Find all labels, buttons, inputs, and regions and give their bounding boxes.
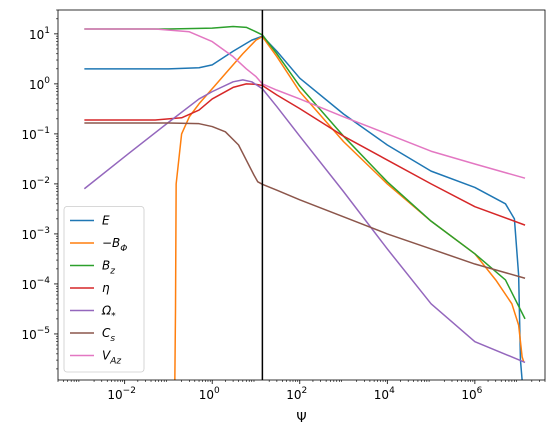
- legend-entry: Bz: [102, 259, 115, 277]
- x-axis-label: Ψ: [296, 411, 306, 426]
- series-line-4: [83, 79, 526, 364]
- series-layer: [83, 10, 526, 380]
- x-tick-label: 104: [374, 386, 395, 402]
- legend-entry: E: [102, 214, 110, 228]
- legend-box: [63, 206, 145, 373]
- series-line-1: [174, 35, 525, 380]
- series-line-2: [84, 25, 526, 320]
- y-tick-label: 10−5: [21, 326, 50, 342]
- y-tick-label: 10−4: [21, 276, 50, 292]
- y-tick-label: 10−3: [21, 226, 50, 242]
- x-tick-label: 106: [461, 386, 482, 402]
- legend-entry: Cs: [102, 326, 115, 344]
- x-tick-label: 102: [286, 386, 307, 402]
- x-tick-label: 10−2: [107, 386, 136, 402]
- series-line-3: [84, 83, 526, 226]
- series-line-0: [84, 35, 523, 380]
- legend-entry: η: [102, 281, 110, 295]
- y-tick-label: 101: [29, 26, 50, 42]
- y-tick-label: 10−1: [21, 126, 50, 142]
- legend-entry: VAz: [102, 349, 121, 367]
- axes-layer: 10−2 100 102 104 106 101 100 10−1 10−2 10−3 10−4 10…: [21, 9, 546, 402]
- series-line-5: [84, 122, 526, 279]
- legend-entry: −BΦ: [102, 236, 127, 254]
- y-tick-label: 10−2: [21, 176, 50, 192]
- legend-entry: Ω*: [101, 304, 116, 322]
- x-tick-label: 100: [199, 386, 220, 402]
- legend: E −BΦ Bz η Ω* Cs VAz: [63, 206, 145, 373]
- y-tick-label: 100: [29, 76, 50, 92]
